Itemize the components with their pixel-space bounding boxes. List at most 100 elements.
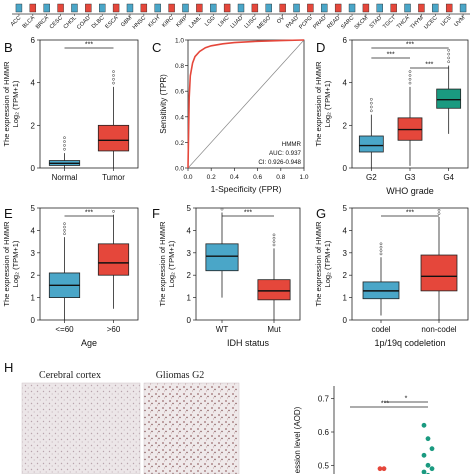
strip-tick-label: PAAD <box>285 15 300 30</box>
outlier-point <box>369 109 373 113</box>
y-tick-label: 3 <box>343 249 348 258</box>
strip-box-stub <box>182 3 189 13</box>
x-tick-label: 0.8 <box>276 174 285 181</box>
data-point <box>377 466 383 472</box>
outlier-point <box>272 240 276 243</box>
x-tick-label: 0.6 <box>253 174 262 181</box>
strip-box-stub <box>432 3 439 13</box>
y-tick-label: 1 <box>31 294 36 303</box>
outlier-point <box>379 242 383 246</box>
y-tick-label: 0.6 <box>318 428 330 437</box>
strip-tick-label: LGG <box>204 15 217 28</box>
outlier-point <box>63 225 66 229</box>
panel-letter-g: G <box>316 206 326 221</box>
strip-tick-label: CHOL <box>63 15 78 30</box>
significance-label: * <box>405 396 408 403</box>
outlier-point <box>369 105 373 109</box>
strip-tick-label: HNSC <box>132 15 147 30</box>
y-axis-label: The expression of HMMR <box>314 221 323 307</box>
data-point <box>425 436 431 442</box>
y-tick-label: 2 <box>343 271 348 280</box>
outlier-point <box>112 77 115 81</box>
outlier-point <box>63 147 66 151</box>
strip-box-stub <box>404 3 411 13</box>
y-axis-label: The expression of HMMR <box>2 221 11 307</box>
x-tick-label: G3 <box>405 173 416 182</box>
y-tick-label: 4 <box>31 79 36 88</box>
y-tick-label: 6 <box>31 36 36 45</box>
x-tick-label: >60 <box>107 325 121 334</box>
y-tick-label: 4 <box>31 226 36 235</box>
significance-label: *** <box>85 210 93 217</box>
strip-tick-label: UCS <box>440 15 453 28</box>
significance-label: *** <box>244 210 252 217</box>
x-tick-label: G2 <box>366 173 377 182</box>
x-axis-label: 1p/19q codeletion <box>374 338 445 348</box>
strip-box-stub <box>459 3 467 13</box>
y-tick-label: 5 <box>343 204 348 213</box>
strip-box-stub <box>210 3 217 13</box>
y-tick-label: 0 <box>343 316 348 325</box>
strip-tick-label: THCA <box>396 15 411 30</box>
strip-tick-label: BLCA <box>22 15 37 30</box>
outlier-point <box>112 70 115 73</box>
x-tick-label: Normal <box>52 173 78 182</box>
strip-tick-label: MESO <box>256 15 272 31</box>
strip-box-stub <box>279 3 286 13</box>
y-tick-label: 0.7 <box>318 395 330 404</box>
y-tick-label: 3 <box>31 249 36 258</box>
roc-annotation: CI: 0.926-0.948 <box>258 159 301 166</box>
strip-box-stub <box>43 3 50 13</box>
y-axis-label: Log₂ (TPM+1) <box>11 80 20 127</box>
box <box>436 88 462 109</box>
box <box>420 254 458 292</box>
strip-box-stub <box>85 3 92 13</box>
strip-box-stub <box>168 3 175 13</box>
y-tick-label: 0.2 <box>175 140 184 147</box>
y-axis-label: Log₂ (TPM+1) <box>323 240 332 287</box>
panel-f-boxplot: 0 1 2 3 4 5 The expression of HMMR Log₂ (TPM+1)… <box>158 204 301 348</box>
x-tick-label: Tumor <box>102 173 125 182</box>
plot-frame <box>39 39 139 169</box>
y-tick-label: 0.5 <box>318 461 330 470</box>
x-axis-label: IDH status <box>227 338 270 348</box>
strip-tick-label: UVM <box>453 15 466 28</box>
outlier-point <box>63 229 66 232</box>
outlier-point <box>447 56 451 60</box>
outlier-point <box>408 74 412 77</box>
outlier-point <box>112 74 115 77</box>
x-tick-label: Mut <box>267 325 281 334</box>
panel-d-boxplot: 0 2 4 6 The expression of HMMR Log₂ (TPM+1) G2… <box>314 36 469 196</box>
strip-box-stub <box>362 3 370 13</box>
y-tick-label: 0.4 <box>175 114 184 121</box>
strip-box-stub <box>293 3 300 13</box>
significance-label: *** <box>406 210 414 217</box>
strip-box-stub <box>376 3 383 13</box>
outlier-point <box>63 144 66 147</box>
panel-e-boxplot: 0 1 2 3 4 5 The expression of HMMR Log₂ (TPM+1)… <box>2 204 139 348</box>
y-tick-label: 0.0 <box>175 166 184 173</box>
strip-tick-label: SARC <box>340 15 355 30</box>
strip-box-stub <box>99 3 106 13</box>
strip-tick-label: PRAD <box>312 15 327 30</box>
micrograph-right-title: Gliomas G2 <box>156 370 205 381</box>
strip-box-stub <box>196 3 203 13</box>
y-tick-label: 1.0 <box>175 38 184 45</box>
outlier-point <box>272 243 276 247</box>
x-axis-label: Age <box>81 338 97 348</box>
y-axis-label: Sensitivity (TPR) <box>159 74 168 134</box>
strip-box-stub <box>348 3 356 13</box>
box <box>358 135 384 153</box>
strip-box-stub <box>57 3 64 13</box>
strip-tick-label: LIHC <box>217 15 230 28</box>
x-tick-label: codel <box>371 325 390 334</box>
panel-c-roc: 0.0 0.2 0.4 0.6 0.8 1.0 0.0 0.2 0.4 0.6 0.8 1.0 1-Sp… <box>159 38 309 195</box>
outlier-point <box>408 70 412 73</box>
outlier-point <box>63 140 66 143</box>
data-point <box>381 466 387 472</box>
strip-box-stub <box>112 3 120 13</box>
outlier-point <box>408 77 412 81</box>
outlier-point <box>63 222 66 226</box>
